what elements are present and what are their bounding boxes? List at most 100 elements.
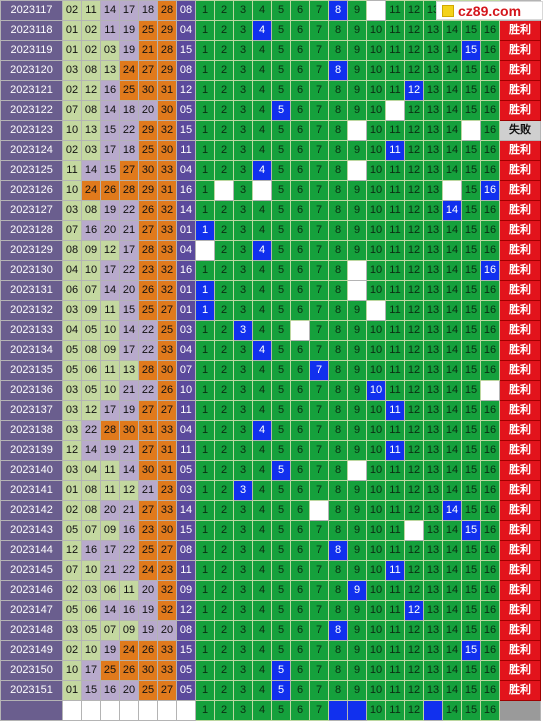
empty-distribution-cell [252,180,272,201]
drawn-number-cell: 07 [62,560,82,581]
distribution-cell: 11 [385,80,405,101]
distribution-cell: 7 [309,520,329,541]
distribution-cell: 5 [271,20,291,41]
period-cell: 2023144 [0,540,63,561]
drawn-number-cell: 04 [62,260,82,281]
drawn-number-cell: 20 [138,100,158,121]
distribution-cell: 16 [480,320,500,341]
distribution-cell: 6 [290,460,310,481]
distribution-cell: 13 [423,360,443,381]
distribution-cell: 15 [461,500,481,521]
distribution-cell: 2 [214,300,234,321]
hit-number-cell: 8 [328,60,348,81]
distribution-cell: 7 [309,0,329,21]
distribution-cell: 13 [423,280,443,301]
distribution-cell: 7 [309,180,329,201]
distribution-cell: 14 [442,440,462,461]
distribution-cell: 8 [328,340,348,361]
drawn-number-cell: 26 [100,180,120,201]
drawn-number-cell: 31 [138,420,158,441]
period-cell: 2023141 [0,480,63,501]
distribution-cell: 1 [195,640,215,661]
distribution-cell: 3 [233,700,253,721]
distribution-cell: 10 [366,480,386,501]
result-win-badge: 胜利 [499,400,541,421]
drawn-number-cell: 07 [62,100,82,121]
drawn-number-cell: 10 [81,260,101,281]
distribution-cell: 16 [480,640,500,661]
drawn-number-cell: 03 [100,40,120,61]
distribution-cell: 6 [290,700,310,721]
distribution-cell: 14 [442,620,462,641]
drawn-number-cell: 02 [81,40,101,61]
drawn-number-cell: 11 [62,160,82,181]
distribution-cell: 6 [290,500,310,521]
distribution-cell: 9 [347,180,367,201]
empty-distribution-cell [404,520,424,541]
distribution-cell: 4 [252,460,272,481]
distribution-cell: 5 [271,480,291,501]
special-number-cell: 16 [176,260,196,281]
drawn-number-cell: 08 [81,480,101,501]
drawn-number-cell: 13 [100,60,120,81]
distribution-cell: 14 [442,400,462,421]
drawn-number-cell: 22 [138,380,158,401]
distribution-cell: 4 [252,140,272,161]
site-logo[interactable]: cz89.com [436,1,543,20]
drawn-number-cell: 28 [138,360,158,381]
drawn-number-cell: 21 [100,560,120,581]
drawn-number-cell: 05 [81,320,101,341]
distribution-cell: 3 [233,20,253,41]
drawn-number-cell: 13 [119,360,139,381]
distribution-cell: 11 [385,680,405,701]
distribution-cell: 12 [404,380,424,401]
distribution-cell: 7 [309,700,329,721]
distribution-cell: 4 [252,600,272,621]
result-win-badge: 胜利 [499,100,541,121]
distribution-cell: 9 [347,140,367,161]
distribution-cell: 11 [385,0,405,21]
distribution-cell: 12 [404,440,424,461]
drawn-number-cell: 22 [119,560,139,581]
distribution-cell: 6 [290,260,310,281]
empty-distribution-cell [461,120,481,141]
drawn-number-cell: 14 [100,100,120,121]
distribution-cell: 11 [385,700,405,721]
distribution-cell: 15 [461,80,481,101]
drawn-number-cell: 02 [62,580,82,601]
distribution-cell: 1 [195,180,215,201]
result-win-badge: 胜利 [499,620,541,641]
table-row: 2023149 02 10 19 24 26 33 15 1 2 3 4 5 6 7 8 9 10 11 12 13 14… [0,640,541,661]
distribution-cell: 16 [480,600,500,621]
special-number-cell: 10 [176,380,196,401]
distribution-cell: 6 [290,0,310,21]
special-number-cell: 11 [176,440,196,461]
distribution-cell: 5 [271,340,291,361]
distribution-cell: 6 [290,220,310,241]
drawn-number-cell: 02 [62,640,82,661]
drawn-number-cell: 18 [119,140,139,161]
drawn-number-cell: 01 [62,20,82,41]
distribution-cell: 11 [385,600,405,621]
distribution-cell: 13 [423,580,443,601]
distribution-cell: 4 [252,500,272,521]
distribution-cell: 7 [309,140,329,161]
distribution-cell: 10 [366,520,386,541]
distribution-cell: 9 [347,100,367,121]
hit-number-cell: 16 [480,180,500,201]
result-win-badge: 胜利 [499,480,541,501]
drawn-number-cell: 17 [100,140,120,161]
distribution-cell: 10 [366,620,386,641]
distribution-cell: 7 [309,60,329,81]
drawn-number-cell: 17 [100,260,120,281]
drawn-number-cell: 28 [100,420,120,441]
result-win-badge: 胜利 [499,320,541,341]
special-number-cell: 11 [176,140,196,161]
distribution-cell: 15 [461,260,481,281]
distribution-cell: 5 [271,380,291,401]
distribution-cell: 9 [347,480,367,501]
drawn-number-cell: 10 [62,120,82,141]
distribution-cell: 11 [385,660,405,681]
drawn-number-cell: 07 [62,220,82,241]
distribution-cell: 9 [347,20,367,41]
